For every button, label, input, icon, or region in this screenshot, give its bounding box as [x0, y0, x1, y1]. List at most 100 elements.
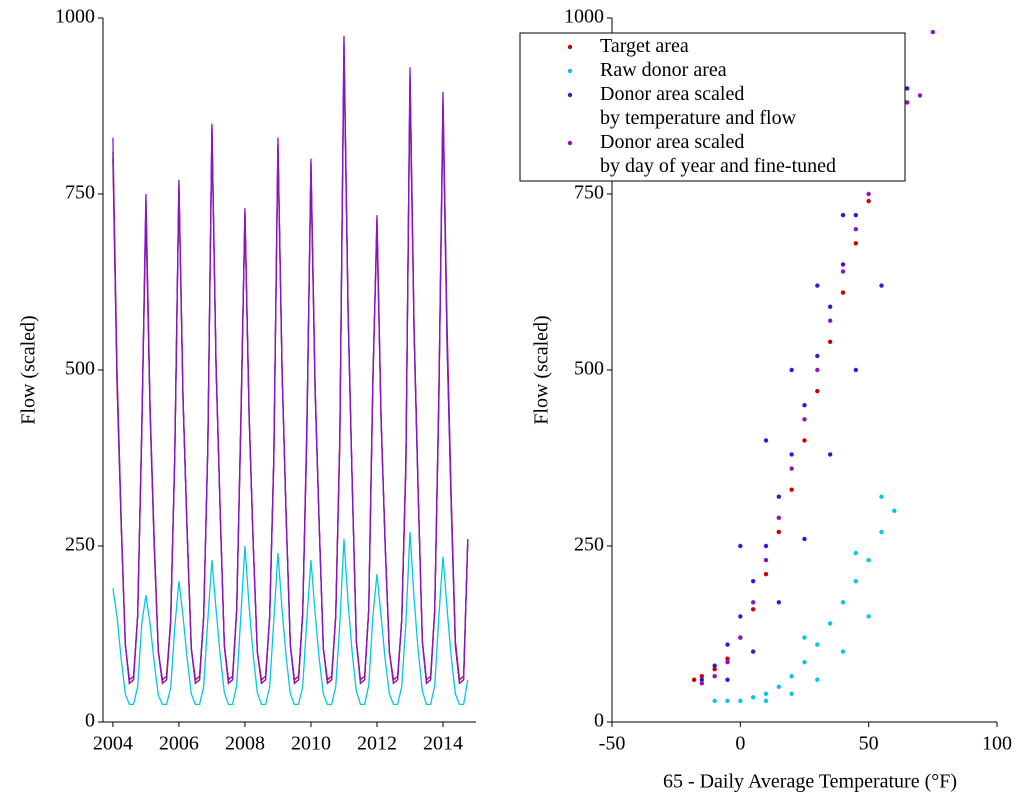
- scatter-point: [699, 674, 705, 679]
- scatter-point: [917, 93, 923, 98]
- scatter-point: [853, 550, 859, 556]
- y-tick-label: 250: [65, 534, 95, 556]
- scatter-point: [840, 649, 846, 654]
- scatter-point: [802, 536, 807, 542]
- scatter-point: [789, 452, 794, 457]
- x-tick-label: 50: [859, 733, 879, 755]
- legend-marker: [567, 44, 573, 50]
- legend-box: [519, 32, 906, 182]
- scatter-point: [802, 635, 807, 640]
- scatter-point: [738, 698, 743, 704]
- scatter-point: [827, 621, 833, 626]
- scatter-point: [904, 100, 910, 105]
- scatter-point: [866, 191, 871, 197]
- scatter-point: [712, 674, 717, 679]
- scatter-point: [802, 659, 807, 665]
- scatter-point: [699, 677, 705, 682]
- scatter-point: [776, 684, 782, 689]
- scatter-point: [879, 283, 884, 288]
- scatter-point: [691, 677, 697, 682]
- scatter-point: [802, 417, 807, 422]
- x-tick-label: 2012: [357, 733, 397, 755]
- scatter-point: [892, 508, 897, 513]
- y-tick-label: 1000: [564, 6, 604, 28]
- scatter-point: [853, 241, 859, 246]
- scatter-point: [840, 600, 846, 605]
- scatter-point: [866, 557, 871, 563]
- scatter-point: [750, 579, 756, 584]
- scatter-point: [815, 642, 820, 647]
- scatter-point: [827, 339, 833, 345]
- scatter-point: [763, 698, 769, 704]
- scatter-point: [802, 403, 807, 408]
- scatter-point: [763, 438, 769, 443]
- x-axis-label: 65 - Daily Average Temperature (°F): [663, 771, 957, 793]
- y-tick-label: 500: [65, 358, 95, 380]
- series-line: [112, 531, 469, 706]
- scatter-point: [789, 466, 794, 471]
- y-tick-label: 750: [65, 182, 95, 204]
- legend-marker: [567, 140, 573, 146]
- scatter-point: [750, 649, 756, 654]
- y-axis-label: Flow (scaled): [531, 315, 553, 424]
- scatter-point: [738, 614, 743, 619]
- scatter-point: [750, 607, 756, 612]
- scatter-point: [879, 494, 884, 499]
- legend-label: Donor area scaled by temperature and flow: [600, 83, 797, 129]
- scatter-point: [840, 269, 846, 274]
- scatter-point: [840, 290, 846, 295]
- legend-label: Target area: [600, 35, 689, 57]
- scatter-point: [866, 614, 871, 619]
- scatter-point: [776, 515, 782, 521]
- scatter-point: [789, 674, 794, 679]
- scatter-point: [763, 691, 769, 697]
- scatter-point: [827, 452, 833, 457]
- x-tick-label: 2008: [225, 733, 265, 755]
- scatter-point: [763, 571, 769, 577]
- scatter-point: [712, 698, 717, 704]
- scatter-point: [815, 283, 820, 288]
- legend-marker: [567, 92, 573, 98]
- scatter-point: [866, 198, 871, 204]
- scatter-point: [815, 388, 820, 394]
- y-tick-label: 250: [574, 534, 604, 556]
- scatter-point: [750, 695, 756, 700]
- scatter-point: [738, 635, 743, 640]
- scatter-point: [802, 438, 807, 443]
- scatter-point: [750, 600, 756, 605]
- scatter-point: [776, 529, 782, 535]
- x-tick-label: -50: [599, 733, 626, 755]
- scatter-point: [930, 29, 936, 35]
- scatter-point: [853, 227, 859, 232]
- y-tick-label: 0: [85, 710, 95, 732]
- legend-label: Donor area scaled by day of year and fine…: [600, 131, 836, 177]
- scatter-point: [815, 677, 820, 682]
- scatter-point: [853, 579, 859, 584]
- y-tick-label: 500: [574, 358, 604, 380]
- scatter-point: [699, 681, 705, 686]
- scatter-point: [904, 86, 910, 91]
- y-tick-label: 0: [594, 710, 604, 732]
- scatter-point: [815, 367, 820, 373]
- scatter-point: [815, 353, 820, 359]
- scatter-point: [827, 304, 833, 309]
- scatter-point: [827, 318, 833, 323]
- scatter-point: [789, 487, 794, 492]
- x-tick-label: 2004: [93, 733, 133, 755]
- scatter-point: [789, 367, 794, 373]
- scatter-point: [776, 600, 782, 605]
- scatter-point: [725, 698, 730, 704]
- y-axis-label: Flow (scaled): [18, 315, 40, 424]
- x-tick-label: 2014: [423, 733, 463, 755]
- scatter-point: [763, 543, 769, 549]
- scatter-point: [763, 557, 769, 563]
- legend-label: Raw donor area: [600, 59, 727, 81]
- scatter-point: [725, 642, 730, 647]
- scatter-point: [725, 656, 730, 661]
- x-tick-label: 100: [982, 733, 1012, 755]
- legend-marker: [567, 68, 573, 74]
- scatter-point: [879, 529, 884, 535]
- scatter-point: [840, 212, 846, 218]
